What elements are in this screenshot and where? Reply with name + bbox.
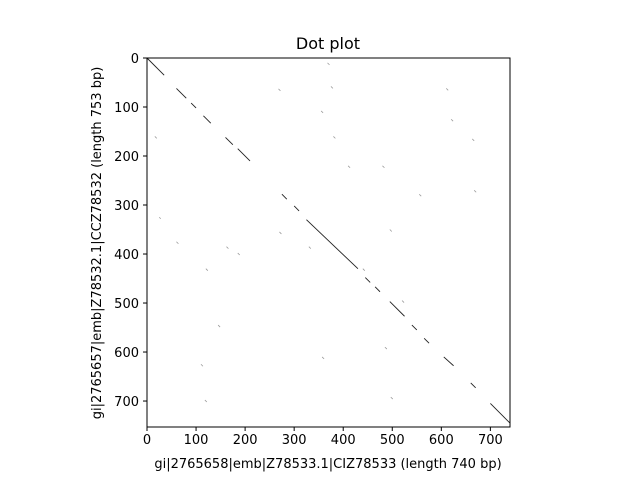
noise-match-segment	[418, 193, 422, 197]
noise-match-segment	[237, 252, 240, 256]
noise-match-segment	[471, 138, 475, 142]
plot-background	[147, 58, 510, 427]
diagonal-match-segment	[203, 115, 212, 124]
noise-match-segment	[389, 229, 393, 232]
y-tick-label: 300	[114, 199, 139, 214]
noise-match-segment	[445, 88, 449, 91]
x-tick-label: 0	[143, 433, 151, 448]
plot-frame	[146, 57, 511, 428]
noise-match-segment	[176, 241, 179, 245]
plot-area	[146, 57, 511, 428]
diagonal-match-segment	[364, 277, 371, 283]
x-tick-label: 200	[233, 433, 258, 448]
diagonal-match-segment	[306, 219, 359, 270]
noise-match-segment	[362, 268, 366, 271]
diagonal-match-segment	[423, 337, 430, 344]
x-axis-ticks: 0 100 200 300 400 500 600 700	[143, 427, 503, 448]
noise-match-segment	[200, 363, 204, 367]
y-axis-ticks: 0 100 200 300 400 500 600 700	[114, 52, 147, 410]
noise-match-segment	[158, 216, 162, 220]
noise-match-segment	[204, 399, 208, 403]
noise-match-segment	[226, 246, 229, 249]
noise-match-segment	[333, 136, 336, 139]
diagonal-match-segment	[389, 301, 405, 317]
x-tick-label: 600	[429, 433, 454, 448]
noise-match-segment	[401, 300, 405, 303]
x-tick-label: 700	[478, 433, 503, 448]
noise-match-segment	[384, 346, 388, 350]
x-tick-label: 500	[380, 433, 405, 448]
noise-match-segment	[382, 165, 385, 169]
chart-title: Dot plot	[296, 34, 360, 53]
y-tick-label: 400	[114, 248, 139, 263]
noise-match-segment	[347, 165, 351, 169]
diagonal-match-segment	[490, 403, 511, 424]
noise-match-segment	[279, 231, 282, 235]
noise-match-segment	[308, 246, 312, 249]
y-axis-label: gi|2765657|emb|Z78532.1|CCZ78532 (length…	[90, 67, 105, 420]
y-tick-label: 0	[131, 52, 139, 67]
x-tick-label: 100	[184, 433, 209, 448]
diagonal-match-segment	[470, 382, 476, 389]
y-tick-label: 600	[114, 346, 139, 361]
diagonal-match-segment	[237, 148, 251, 162]
x-axis-label: gi|2765658|emb|Z78533.1|CIZ78533 (length…	[154, 457, 501, 472]
diagonal-match-segment	[146, 57, 165, 76]
x-tick-label: 400	[331, 433, 356, 448]
y-tick-label: 100	[114, 101, 139, 116]
noise-match-segment	[217, 324, 221, 328]
noise-match-segment	[320, 110, 324, 114]
match-segments	[146, 57, 511, 424]
noise-match-segment	[205, 268, 209, 271]
noise-match-segment	[390, 396, 394, 400]
diagonal-match-segment	[281, 193, 288, 200]
noise-match-segment	[330, 86, 334, 89]
diagonal-match-segment	[176, 88, 187, 99]
noise-match-segment	[450, 118, 454, 122]
noise-match-segment	[327, 62, 330, 66]
noise-match-segment	[473, 190, 477, 193]
diagonal-match-segment	[293, 205, 300, 212]
y-tick-label: 200	[114, 150, 139, 165]
noise-match-segment	[321, 356, 325, 360]
diagonal-match-segment	[225, 137, 234, 146]
noise-match-segment	[154, 136, 158, 139]
diagonal-match-segment	[190, 102, 197, 109]
y-tick-label: 700	[114, 395, 139, 410]
diagonal-match-segment	[443, 356, 454, 367]
x-tick-label: 300	[282, 433, 307, 448]
diagonal-match-segment	[411, 324, 418, 331]
y-tick-label: 500	[114, 297, 139, 312]
noise-match-segment	[278, 88, 281, 92]
diagonal-match-segment	[374, 286, 381, 293]
